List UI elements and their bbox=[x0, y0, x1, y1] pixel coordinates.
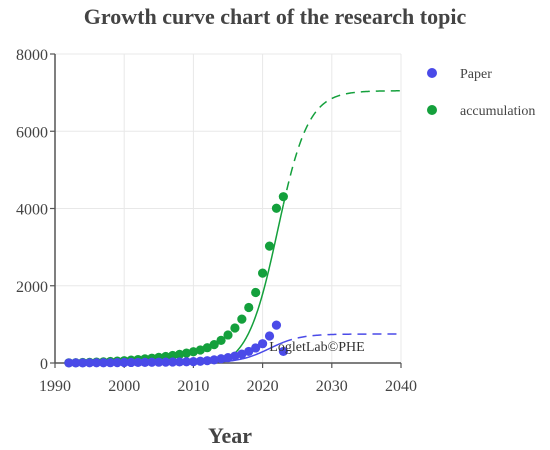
x-tick-label: 2030 bbox=[316, 378, 348, 395]
x-tick-label: 2020 bbox=[247, 378, 279, 395]
data-point-paper[interactable] bbox=[168, 357, 178, 367]
data-point-paper[interactable] bbox=[119, 357, 129, 368]
grid bbox=[55, 53, 402, 363]
data-point-paper[interactable] bbox=[91, 358, 102, 368]
data-point-paper[interactable] bbox=[209, 355, 219, 365]
data-point-paper[interactable] bbox=[264, 331, 275, 341]
data-point-accumulation[interactable] bbox=[195, 345, 205, 355]
data-point-paper[interactable] bbox=[147, 357, 157, 367]
data-point-paper[interactable] bbox=[78, 358, 88, 368]
x-tick-label: 2000 bbox=[108, 378, 140, 395]
y-tick-label: 0 bbox=[40, 356, 48, 373]
data-point-accumulation[interactable] bbox=[278, 192, 288, 202]
legend-label-paper: Paper bbox=[460, 67, 492, 82]
data-point-accumulation[interactable] bbox=[264, 241, 275, 251]
data-point-paper[interactable] bbox=[237, 349, 247, 359]
data-point-paper[interactable] bbox=[126, 357, 136, 368]
data-point-paper[interactable] bbox=[278, 346, 288, 357]
data-point-accumulation[interactable] bbox=[174, 349, 185, 359]
data-point-accumulation[interactable] bbox=[168, 350, 178, 361]
data-point-paper[interactable] bbox=[140, 357, 150, 367]
data-point-accumulation[interactable] bbox=[251, 287, 261, 298]
data-point-paper[interactable] bbox=[105, 358, 115, 368]
data-point-paper[interactable] bbox=[216, 354, 226, 364]
legend-marker-paper bbox=[427, 68, 437, 78]
data-point-accumulation[interactable] bbox=[244, 302, 254, 313]
data-point-paper[interactable] bbox=[195, 356, 205, 366]
data-point-paper[interactable] bbox=[251, 343, 261, 353]
x-axis-title: Year bbox=[208, 423, 252, 448]
projection-line-accumulation bbox=[282, 90, 401, 205]
x-tick-label: 1990 bbox=[39, 378, 71, 395]
legend[interactable]: Paper accumulation bbox=[427, 67, 535, 119]
data-point-paper[interactable] bbox=[133, 357, 143, 368]
fit-line-accumulation bbox=[68, 204, 285, 363]
data-point-accumulation[interactable] bbox=[237, 314, 247, 324]
y-tick-label: 2000 bbox=[16, 279, 48, 296]
data-point-paper[interactable] bbox=[230, 351, 240, 361]
data-point-paper[interactable] bbox=[98, 358, 109, 368]
data-point-paper[interactable] bbox=[112, 358, 122, 368]
y-tick-label: 6000 bbox=[16, 124, 48, 141]
data-point-accumulation[interactable] bbox=[188, 347, 198, 357]
data-point-accumulation[interactable] bbox=[216, 335, 226, 345]
data-point-accumulation[interactable] bbox=[230, 323, 240, 333]
tick-labels: 1990 2000 2010 2020 2030 2040 0 2000 4000 6000 800… bbox=[16, 47, 417, 395]
data-point-accumulation[interactable] bbox=[202, 343, 212, 353]
data-point-paper[interactable] bbox=[223, 352, 233, 363]
data-points bbox=[64, 192, 288, 368]
data-point-paper[interactable] bbox=[258, 339, 268, 349]
y-tick-label: 8000 bbox=[16, 47, 48, 64]
data-point-paper[interactable] bbox=[188, 357, 198, 367]
data-point-paper[interactable] bbox=[71, 358, 81, 368]
chart-title: Growth curve chart of the research topic bbox=[84, 4, 467, 29]
x-tick-label: 2040 bbox=[385, 378, 417, 395]
data-point-paper[interactable] bbox=[244, 346, 254, 357]
watermark-annotation: LogletLab©PHE bbox=[269, 340, 364, 355]
y-tick-label: 4000 bbox=[16, 202, 48, 219]
data-point-paper[interactable] bbox=[174, 357, 185, 367]
data-point-paper[interactable] bbox=[271, 320, 282, 330]
data-point-accumulation[interactable] bbox=[271, 203, 282, 213]
data-point-accumulation[interactable] bbox=[258, 268, 268, 278]
data-point-accumulation[interactable] bbox=[209, 340, 219, 350]
data-point-accumulation[interactable] bbox=[181, 348, 192, 358]
data-point-paper[interactable] bbox=[161, 357, 171, 367]
data-point-paper[interactable] bbox=[202, 356, 212, 366]
legend-label-accumulation: accumulation bbox=[460, 104, 535, 119]
projection-line-paper bbox=[283, 333, 401, 344]
data-point-paper[interactable] bbox=[181, 357, 192, 367]
x-tick-label: 2010 bbox=[177, 378, 209, 395]
legend-marker-accumulation bbox=[427, 105, 437, 115]
data-point-accumulation[interactable] bbox=[223, 330, 233, 340]
data-point-paper[interactable] bbox=[64, 358, 74, 368]
data-point-paper[interactable] bbox=[85, 358, 95, 368]
data-point-paper[interactable] bbox=[154, 357, 164, 367]
